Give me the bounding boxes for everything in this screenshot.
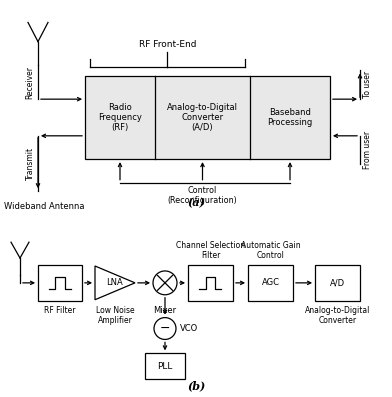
Bar — [248, 265, 293, 301]
Text: Wideband Antenna: Wideband Antenna — [4, 202, 85, 212]
Text: Mixer: Mixer — [153, 306, 176, 315]
Text: (b): (b) — [187, 380, 205, 391]
Text: RF Front-End: RF Front-End — [139, 40, 196, 49]
Text: Transmit: Transmit — [25, 147, 34, 180]
Bar — [38, 265, 82, 301]
Text: −: − — [160, 322, 170, 335]
Text: Radio
Frequency
(RF): Radio Frequency (RF) — [98, 102, 142, 132]
Text: A/D: A/D — [330, 278, 345, 287]
Text: (a): (a) — [187, 197, 205, 208]
Bar — [85, 76, 330, 159]
Text: Low Noise
Amplifier: Low Noise Amplifier — [96, 306, 134, 325]
Text: LNA: LNA — [107, 278, 123, 287]
Text: Automatic Gain
Control: Automatic Gain Control — [241, 241, 300, 260]
Text: Analog-to-Digital
Converter: Analog-to-Digital Converter — [305, 306, 370, 325]
Text: Baseband
Processing: Baseband Processing — [267, 108, 313, 127]
Bar — [145, 353, 185, 379]
Text: PLL: PLL — [157, 362, 173, 371]
Text: Analog-to-Digital
Converter
(A/D): Analog-to-Digital Converter (A/D) — [167, 102, 238, 132]
Text: To user: To user — [363, 71, 372, 98]
Bar — [188, 265, 233, 301]
Text: Channel Selection
Filter: Channel Selection Filter — [176, 241, 245, 260]
Text: AGC: AGC — [261, 278, 279, 287]
Text: From user: From user — [363, 131, 372, 169]
Text: VCO: VCO — [180, 324, 198, 333]
Text: Receiver: Receiver — [25, 66, 34, 99]
Bar — [315, 265, 360, 301]
Text: RF Filter: RF Filter — [44, 306, 76, 315]
Text: Control
(Reconfiguration): Control (Reconfiguration) — [168, 186, 238, 205]
